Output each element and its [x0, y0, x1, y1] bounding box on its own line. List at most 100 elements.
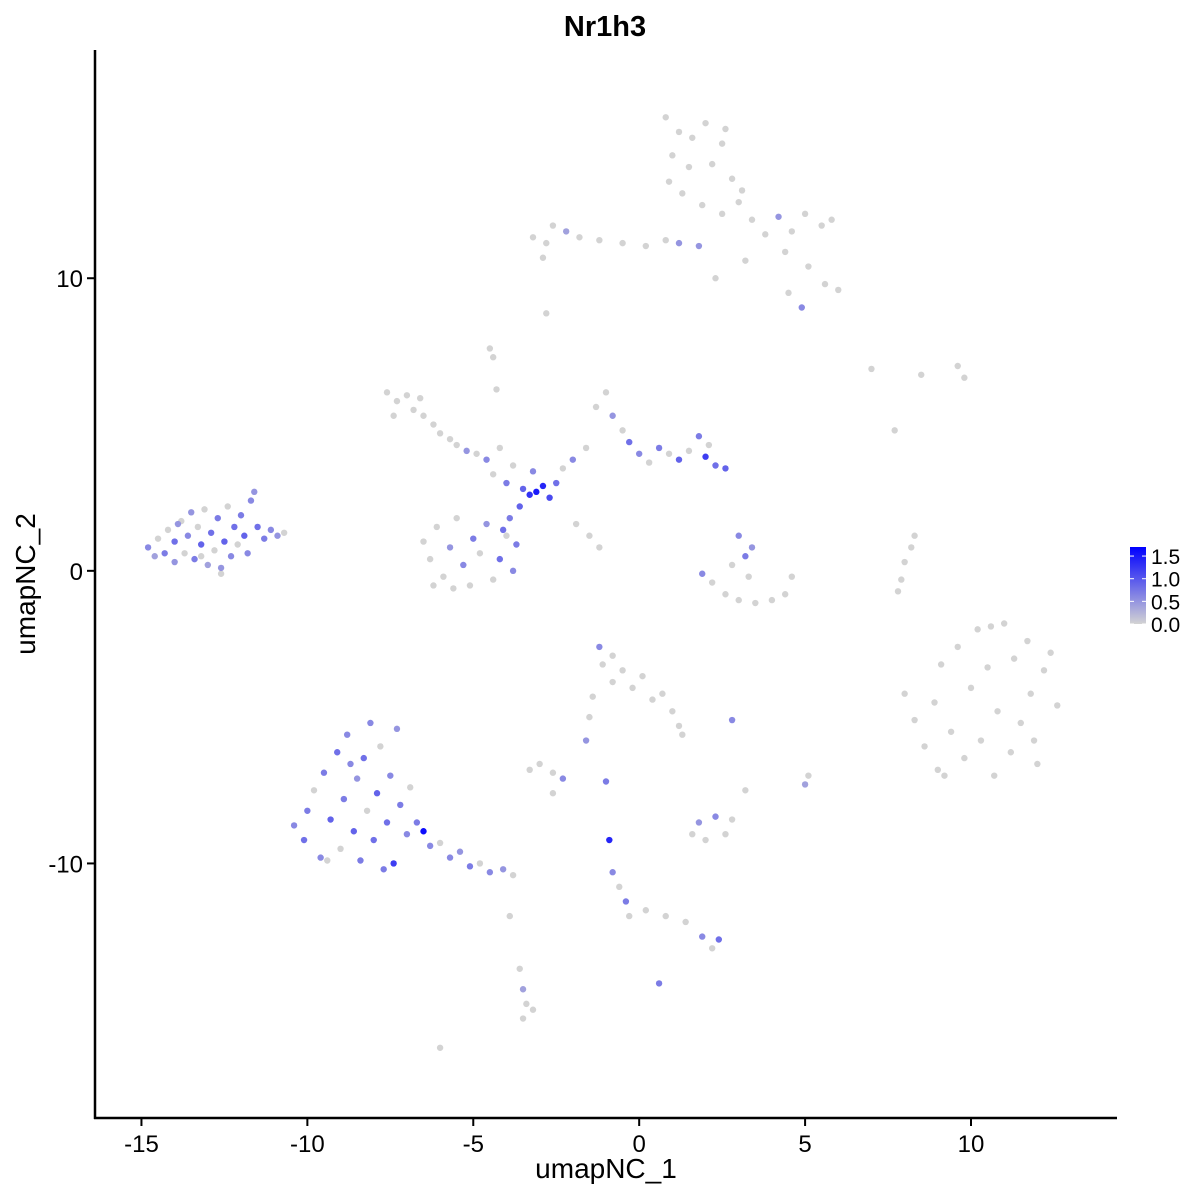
- data-point: [821, 280, 829, 288]
- data-point: [602, 778, 610, 785]
- data-point: [407, 784, 414, 791]
- x-tick-label: -10: [290, 1131, 325, 1158]
- chart-title: Nr1h3: [564, 11, 646, 43]
- data-point: [549, 222, 557, 229]
- data-point: [453, 514, 460, 522]
- data-point: [526, 766, 533, 774]
- data-point: [184, 532, 192, 539]
- data-point: [393, 725, 401, 733]
- data-point: [194, 523, 202, 531]
- data-point: [586, 713, 593, 721]
- data-point: [961, 754, 968, 762]
- data-point: [231, 523, 238, 531]
- data-point: [987, 623, 995, 630]
- data-point: [347, 760, 354, 768]
- data-point: [506, 514, 513, 522]
- data-point: [894, 588, 902, 595]
- data-point: [781, 591, 789, 598]
- data-point: [1010, 655, 1018, 662]
- data-point: [937, 661, 945, 668]
- data-point: [702, 453, 709, 460]
- data-point: [519, 986, 527, 993]
- data-point: [728, 175, 736, 182]
- data-point: [373, 790, 381, 797]
- data-point: [805, 263, 812, 270]
- data-point: [420, 538, 427, 545]
- data-point: [835, 286, 842, 294]
- data-point: [380, 866, 387, 873]
- data-point: [685, 163, 693, 171]
- data-point: [596, 236, 603, 244]
- data-point: [562, 228, 570, 235]
- data-point: [659, 690, 666, 697]
- data-point: [317, 854, 324, 861]
- data-point: [735, 532, 742, 539]
- data-point: [519, 1015, 527, 1022]
- data-point: [768, 596, 776, 604]
- data-point: [635, 450, 643, 457]
- data-point: [712, 462, 719, 469]
- data-point: [456, 848, 464, 855]
- data-point: [509, 462, 517, 469]
- data-point: [675, 128, 683, 136]
- data-point: [509, 567, 517, 575]
- x-tick-label: 0: [633, 1131, 646, 1158]
- data-point: [191, 555, 198, 563]
- data-point: [762, 231, 769, 238]
- data-point: [413, 819, 421, 826]
- data-point: [503, 532, 510, 539]
- data-point: [781, 248, 789, 256]
- data-point: [728, 716, 736, 724]
- data-point: [586, 532, 593, 539]
- data-point: [483, 520, 490, 528]
- data-point: [662, 912, 669, 920]
- data-point: [324, 857, 331, 864]
- data-point: [466, 582, 474, 589]
- data-point: [582, 444, 590, 452]
- data-point: [300, 836, 308, 844]
- data-point: [234, 541, 241, 548]
- data-point: [161, 550, 168, 557]
- data-point: [489, 576, 497, 583]
- data-point: [708, 160, 716, 168]
- data-point: [708, 579, 716, 586]
- y-ticks: -10 0 10: [48, 266, 95, 878]
- data-point: [171, 558, 178, 566]
- data-point: [151, 553, 158, 560]
- data-point: [977, 737, 985, 744]
- data-point: [543, 310, 550, 317]
- data-point: [430, 582, 437, 589]
- data-point: [493, 386, 500, 393]
- y-tick-label: 10: [56, 266, 83, 293]
- data-point: [901, 558, 908, 566]
- data-point: [708, 945, 716, 952]
- data-point: [689, 830, 696, 838]
- data-point: [805, 772, 812, 779]
- data-point: [529, 1006, 537, 1013]
- data-point: [280, 529, 288, 536]
- data-point: [496, 444, 504, 452]
- data-point: [410, 406, 417, 414]
- data-point: [460, 561, 467, 569]
- data-point: [675, 722, 683, 730]
- data-point: [251, 488, 258, 496]
- data-point: [712, 813, 719, 820]
- data-point: [609, 678, 616, 686]
- data-point: [440, 573, 447, 580]
- data-point: [426, 555, 434, 563]
- data-point: [393, 397, 401, 405]
- data-point: [350, 828, 358, 835]
- data-point: [337, 845, 344, 853]
- data-point: [818, 222, 825, 229]
- data-point: [553, 479, 560, 487]
- legend-ticks: 0.00.51.01.5: [1130, 546, 1180, 637]
- data-point: [788, 228, 796, 235]
- data-point: [954, 362, 961, 370]
- data-point: [353, 775, 361, 782]
- data-point: [599, 661, 606, 668]
- data-point: [582, 737, 590, 744]
- data-point: [559, 775, 567, 782]
- data-point: [974, 626, 981, 633]
- data-point: [801, 781, 809, 788]
- data-point: [516, 965, 523, 972]
